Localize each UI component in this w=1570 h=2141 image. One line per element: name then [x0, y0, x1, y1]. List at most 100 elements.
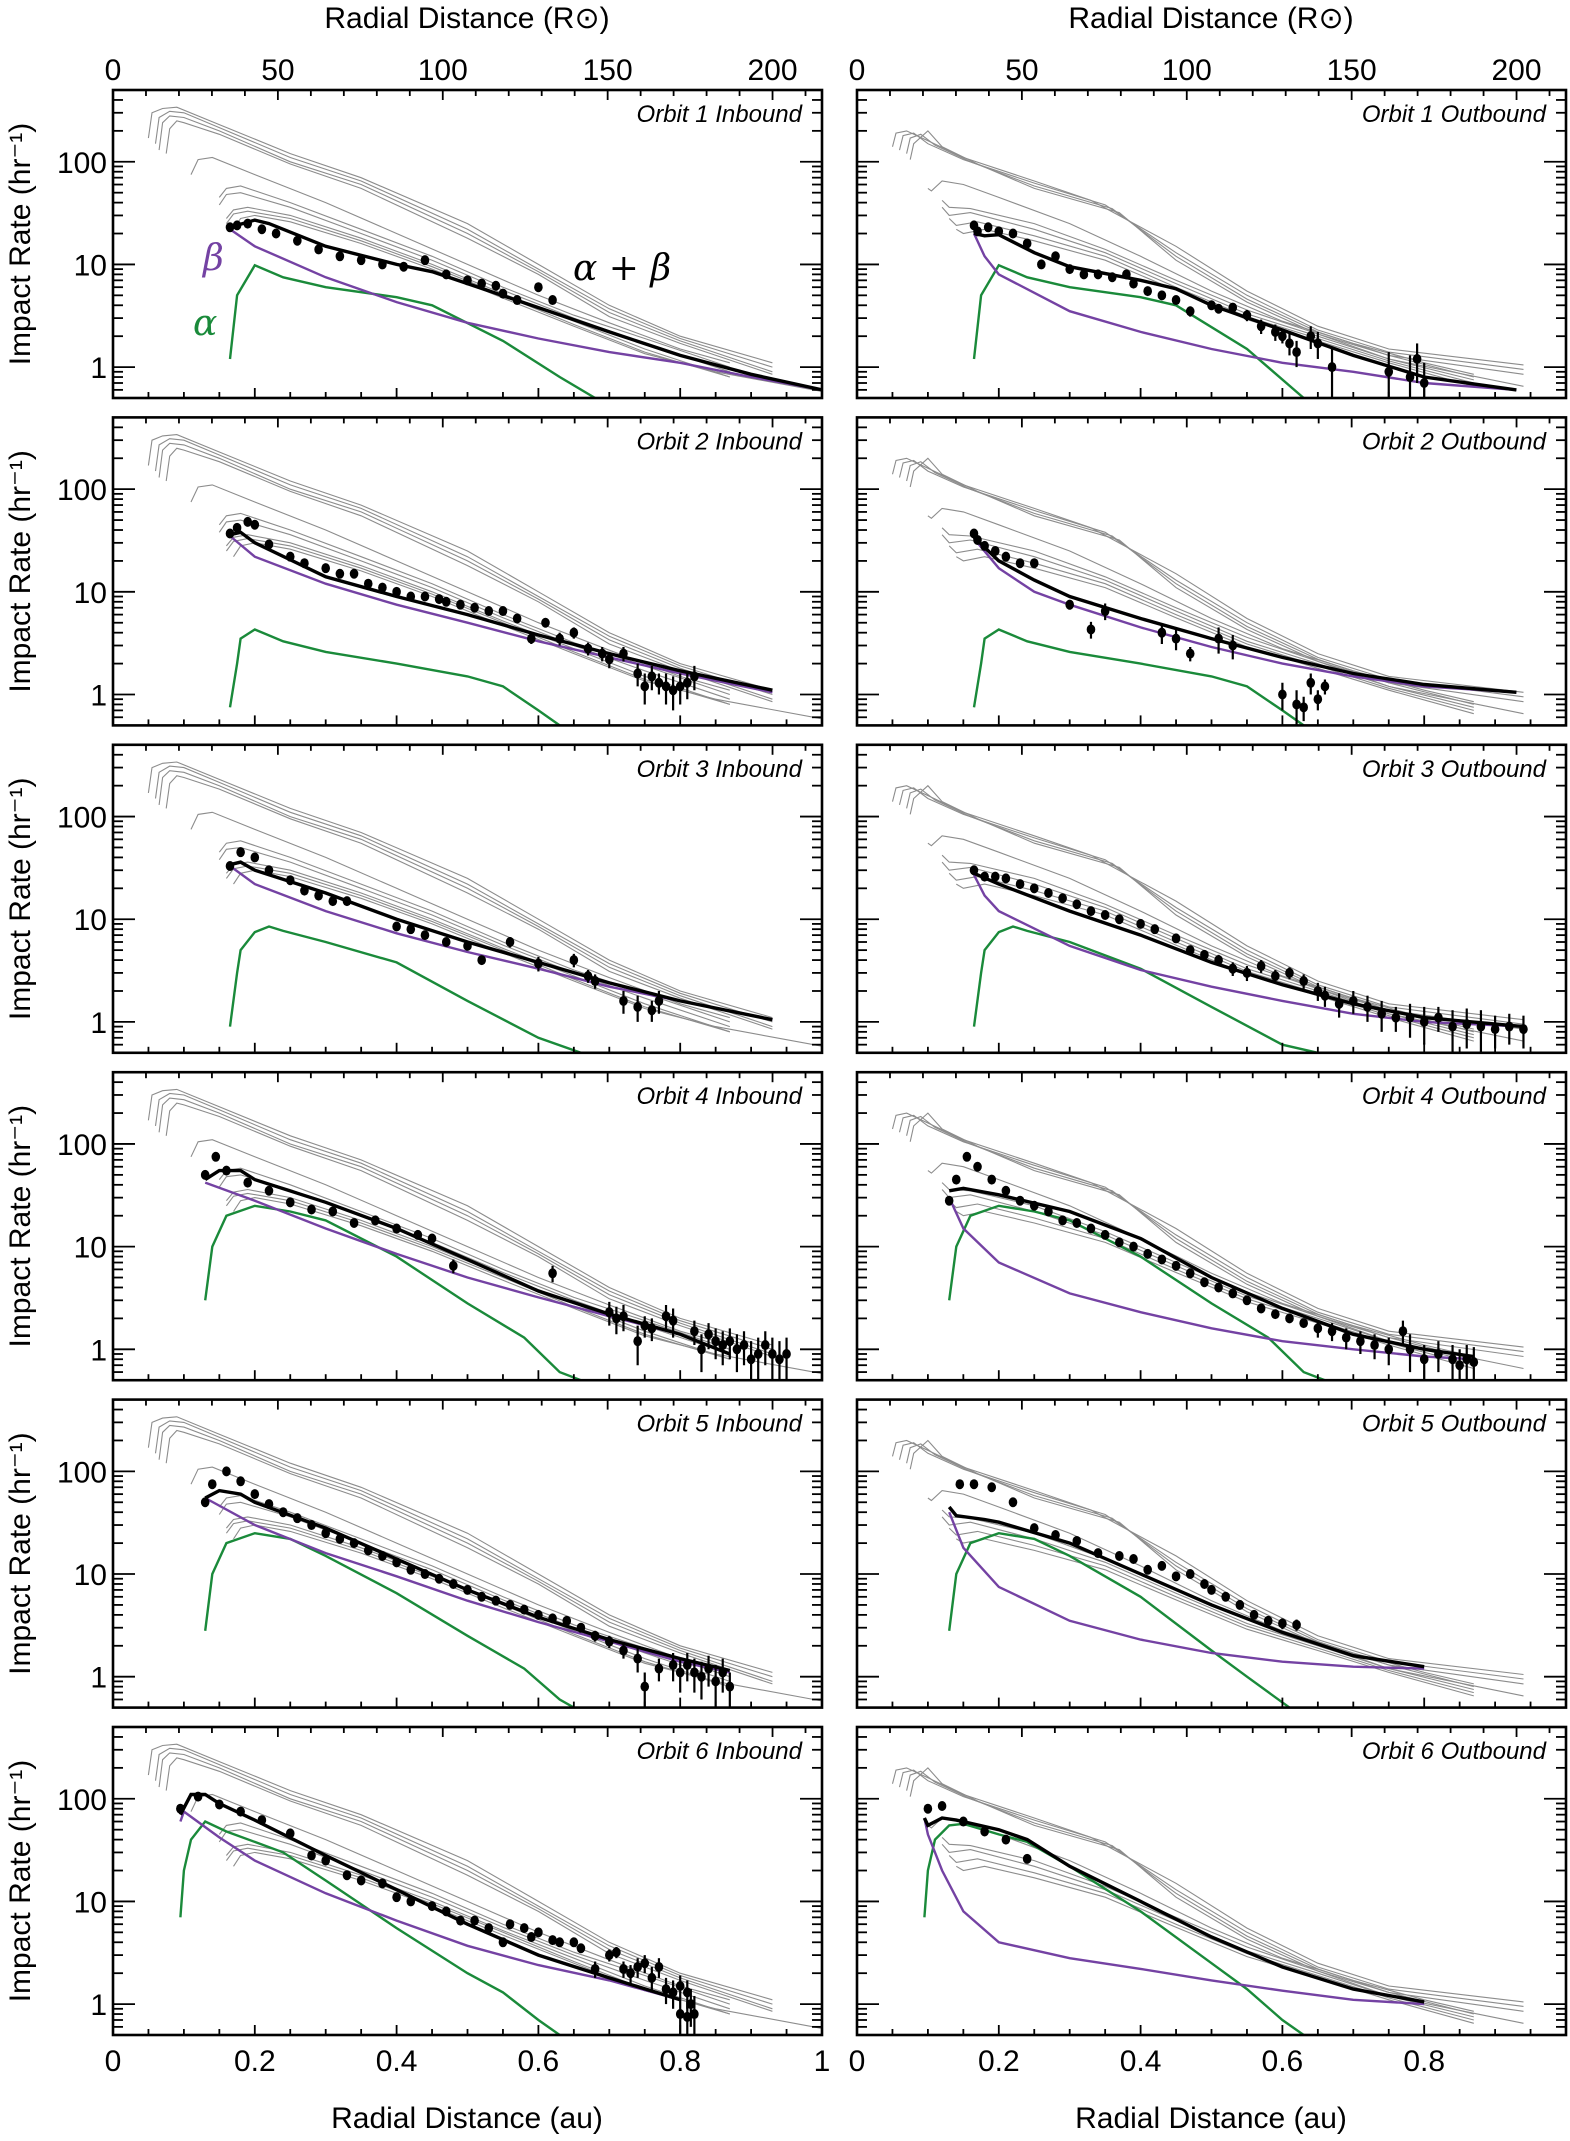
data-point — [1448, 1354, 1457, 1365]
data-point — [392, 1892, 401, 1903]
data-point — [1200, 949, 1209, 960]
model-curve-3 — [165, 447, 773, 703]
data-point — [980, 871, 989, 882]
data-point — [686, 1999, 696, 2010]
y-tick-label: 1 — [90, 1989, 107, 2022]
data-point — [682, 1987, 692, 1998]
data-point — [1115, 1237, 1124, 1248]
data-point — [654, 995, 664, 1006]
data-point — [1391, 1012, 1401, 1023]
panel-orbit-3-outbound: Orbit 3 Outbound — [855, 743, 1568, 1055]
model-curve-7 — [948, 218, 1474, 384]
data-point — [278, 1507, 288, 1518]
model-curve-2 — [158, 1097, 773, 1355]
data-point — [463, 1584, 472, 1595]
data-point — [1228, 963, 1238, 974]
data-point — [285, 551, 295, 562]
data-point — [1185, 306, 1195, 317]
data-point — [969, 1479, 979, 1490]
model-curve-4 — [190, 1466, 730, 1673]
model-curve-1 — [898, 459, 1524, 698]
data-point — [1037, 259, 1046, 270]
x-tick-label-bottom: 0.8 — [659, 2045, 701, 2078]
y-tick-label: 10 — [74, 577, 107, 610]
data-point — [225, 860, 235, 871]
x-tick-label-bottom: 0 — [105, 2045, 122, 2078]
data-point — [399, 261, 408, 272]
beta-curve — [229, 535, 773, 694]
data-point — [1157, 1254, 1167, 1265]
data-point — [675, 1667, 685, 1678]
total-curve — [229, 860, 773, 1022]
data-point — [1185, 1268, 1195, 1279]
data-point — [441, 269, 451, 280]
data-point — [1150, 924, 1160, 935]
data-point — [477, 955, 486, 966]
data-point — [1313, 694, 1323, 705]
data-point — [969, 865, 979, 876]
y-tick-label: 1 — [90, 679, 107, 712]
model-curve-8 — [225, 865, 730, 1033]
data-point — [1320, 681, 1330, 692]
alpha-curve — [204, 1531, 575, 1708]
data-point — [491, 280, 501, 291]
plot-area — [891, 1439, 1524, 1708]
data-point — [633, 1961, 642, 1972]
data-point — [661, 1311, 671, 1322]
data-point — [1058, 1215, 1067, 1226]
data-point — [1072, 899, 1082, 910]
data-point — [250, 852, 260, 863]
model-curve-0 — [891, 1112, 1524, 1348]
x-tick-label-top: 0 — [849, 54, 866, 87]
data-point — [1327, 362, 1337, 373]
data-point — [1349, 995, 1358, 1006]
data-point — [498, 288, 508, 299]
model-curve-2 — [158, 1752, 773, 2010]
model-curve-2 — [906, 788, 1524, 1030]
data-point — [498, 606, 508, 617]
data-point — [527, 633, 536, 644]
data-point — [590, 1630, 600, 1641]
data-point — [569, 955, 579, 966]
data-point — [990, 545, 1000, 556]
plot-area — [147, 1743, 822, 2035]
data-point — [583, 970, 593, 981]
bottom-axis-title-left: Radial Distance (au) — [331, 2102, 603, 2135]
y-axis-title: Impact Rate (hr⁻¹) — [4, 778, 37, 1021]
data-point — [1377, 1008, 1386, 1019]
data-point — [605, 1950, 614, 1961]
model-curve-2 — [906, 1443, 1524, 1685]
data-point — [342, 1870, 352, 1881]
data-point — [1029, 558, 1039, 569]
data-point — [1278, 689, 1287, 700]
data-point — [1115, 914, 1124, 925]
data-point — [420, 930, 430, 941]
panel-label: Orbit 2 Inbound — [637, 428, 803, 455]
data-point — [576, 1943, 586, 1954]
y-axis-title: Impact Rate (hr⁻¹) — [4, 1105, 37, 1348]
data-point — [257, 1815, 267, 1826]
data-point — [1129, 278, 1138, 289]
data-point — [640, 681, 650, 692]
data-point — [363, 1545, 373, 1556]
data-point — [243, 516, 253, 527]
data-point — [413, 1229, 423, 1240]
data-point — [1107, 272, 1117, 283]
data-point — [640, 1320, 650, 1331]
data-point — [456, 1915, 465, 1926]
panel-orbit-4-outbound: Orbit 4 Outbound — [855, 1070, 1568, 1382]
plot-area — [891, 784, 1528, 1053]
data-point — [264, 1499, 274, 1510]
bottom-axis-title-right: Radial Distance (au) — [1075, 2102, 1347, 2135]
data-point — [633, 1653, 642, 1664]
data-point — [449, 1260, 458, 1271]
y-axis-title: Impact Rate (hr⁻¹) — [4, 450, 37, 693]
model-curve-9 — [233, 214, 822, 392]
model-curve-6 — [941, 1843, 1474, 2018]
x-tick-label-top: 0 — [105, 54, 122, 87]
model-curve-2 — [158, 770, 773, 1028]
data-point — [697, 1344, 706, 1355]
data-point — [512, 295, 522, 306]
data-point — [1086, 624, 1096, 635]
x-tick-label-bottom: 0.6 — [518, 2045, 560, 2078]
